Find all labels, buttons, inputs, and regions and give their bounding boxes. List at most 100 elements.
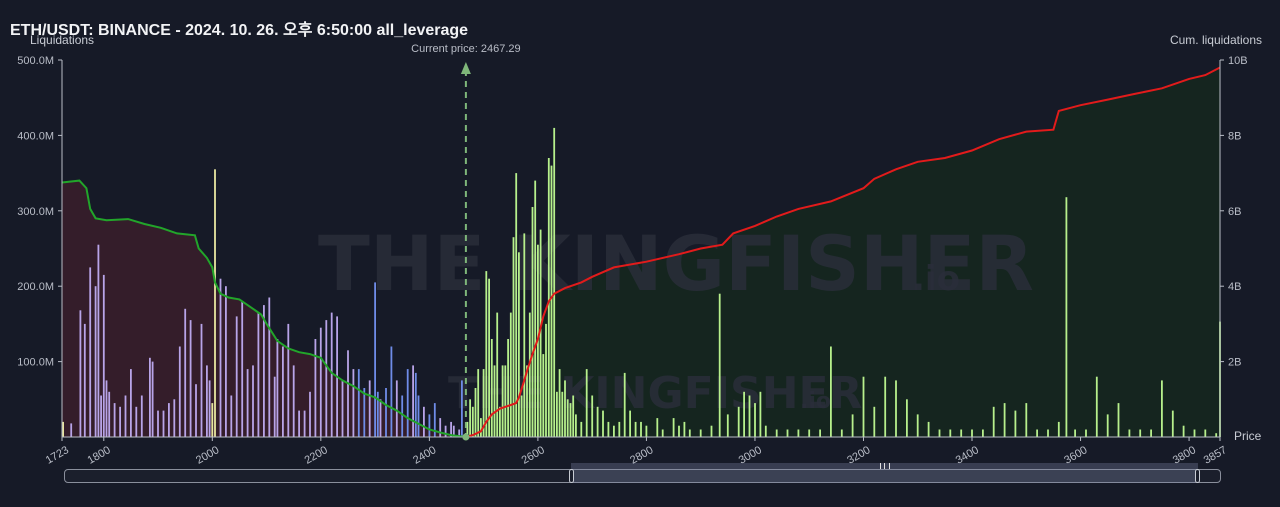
range-selection-window[interactable] — [571, 463, 1198, 483]
bar-short — [347, 350, 349, 437]
bar-short — [412, 365, 414, 437]
current-price-arrow-icon — [460, 62, 471, 74]
y2-tick-label: 8B — [1228, 130, 1241, 142]
bar-short — [235, 316, 238, 437]
y-tick-label: 100.0M — [17, 357, 54, 369]
bar-long — [547, 158, 550, 437]
bar-long — [520, 395, 523, 437]
bar-long — [596, 406, 599, 437]
bar-short — [390, 346, 393, 437]
bar-short — [376, 391, 379, 437]
bar-long — [607, 421, 610, 437]
bar-short — [162, 410, 165, 437]
bar-long — [564, 380, 566, 437]
bar-long — [613, 425, 615, 437]
bar-long — [515, 173, 518, 437]
range-right-handle[interactable] — [1195, 469, 1200, 483]
current-price-dot — [462, 433, 470, 441]
bar-long — [526, 365, 528, 437]
bar-long — [469, 399, 471, 437]
bar-long — [471, 406, 474, 437]
bar-long — [518, 252, 520, 437]
bar-long — [672, 418, 675, 437]
bar-long — [960, 429, 963, 437]
bar-short — [157, 410, 159, 437]
bar-short — [292, 365, 295, 437]
bar-short — [168, 403, 170, 437]
watermark-brand-large: THE KINGFISHER — [318, 219, 1034, 308]
bar-long — [504, 365, 507, 437]
bar-long — [585, 369, 588, 437]
bar-short — [195, 384, 197, 437]
bar-short — [414, 372, 417, 437]
bar-short — [94, 286, 97, 437]
bar-short — [417, 395, 420, 437]
bar-long — [1003, 403, 1006, 437]
bar-long — [531, 207, 534, 437]
bar-long — [743, 391, 745, 437]
bar-short — [444, 425, 447, 437]
bar-long — [895, 380, 897, 437]
x-axis-title: Price — [1234, 429, 1262, 443]
bar-short — [368, 380, 371, 437]
bar-short — [406, 369, 409, 437]
bar-short — [357, 369, 360, 437]
bar-long — [499, 406, 501, 437]
bar-short — [385, 388, 387, 437]
bar-short — [287, 323, 290, 437]
bar-short — [395, 380, 398, 437]
range-scrollbar[interactable] — [64, 469, 1221, 483]
x-tick-label: 2000 — [194, 444, 221, 467]
bar-long — [656, 418, 659, 437]
bar-short — [124, 395, 127, 437]
bar-long — [1057, 421, 1060, 437]
bar-long — [927, 421, 930, 437]
bar-short — [330, 312, 333, 437]
y-tick-label: 400.0M — [17, 130, 54, 142]
bar-long — [490, 339, 493, 437]
bar-long — [759, 391, 762, 437]
bar-long — [718, 293, 721, 437]
bar-long — [634, 421, 637, 437]
bar-long — [1036, 429, 1038, 437]
bar-short — [230, 395, 233, 437]
bar-short — [314, 339, 317, 437]
bar-long — [618, 421, 621, 437]
bar-long — [775, 429, 778, 437]
bar-short — [149, 357, 151, 437]
bar-long — [480, 418, 482, 437]
bar-short — [173, 399, 176, 437]
short-cumulative-line — [61, 179, 466, 438]
bar-long — [1047, 429, 1049, 437]
bar-long — [819, 429, 821, 437]
bar-short — [108, 391, 111, 437]
bar-long — [474, 388, 477, 437]
bar-long — [992, 406, 995, 437]
bar-long — [485, 271, 488, 437]
range-left-handle[interactable] — [569, 469, 574, 483]
bar-short — [100, 395, 102, 437]
bar-long — [1182, 425, 1185, 437]
bar-long — [1117, 403, 1120, 437]
bar-long — [477, 369, 480, 437]
bar-short — [97, 244, 100, 437]
y-tick-label: 500.0M — [17, 55, 54, 67]
y2-axis-title: Cum. liquidations — [1170, 33, 1262, 47]
bar-long — [496, 312, 499, 437]
bar-long — [830, 346, 832, 437]
bar-short — [252, 365, 254, 437]
bar-long — [1106, 414, 1109, 437]
bar-short — [257, 312, 260, 437]
bar-short — [352, 369, 355, 437]
y2-tick-label: 6B — [1228, 206, 1241, 218]
bar-long — [623, 372, 626, 437]
bar-long — [542, 354, 545, 437]
cumulative-areas — [62, 67, 1220, 437]
range-grip-icon[interactable] — [880, 463, 890, 469]
bar-long — [906, 399, 908, 437]
bar-short — [303, 410, 306, 437]
bar-long — [528, 312, 531, 437]
short-cumulative-area — [62, 180, 466, 437]
bar-short — [113, 403, 116, 437]
